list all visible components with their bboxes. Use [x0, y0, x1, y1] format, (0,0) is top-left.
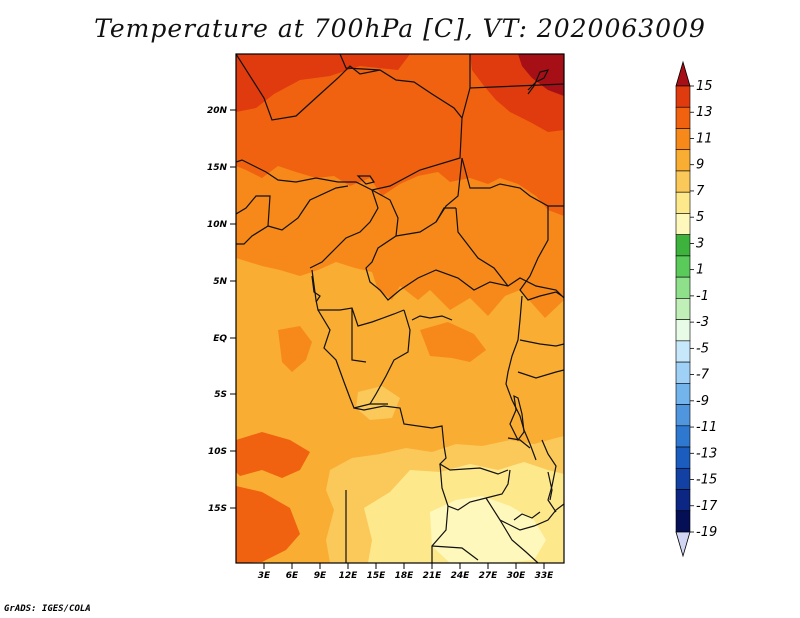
- lon-label-6e: 6E: [286, 571, 299, 581]
- lon-label-27e: 27E: [479, 571, 499, 581]
- colorbar-label: -17: [696, 499, 718, 514]
- lon-label-9e: 9E: [314, 571, 327, 581]
- map-title: Temperature at 700hPa [C], VT: 202006300…: [94, 14, 706, 43]
- colorbar-segment: [675, 446, 691, 469]
- lon-label-12e: 12E: [339, 571, 359, 581]
- colorbar-label: 13: [696, 105, 713, 120]
- colorbar-label: 9: [696, 158, 704, 173]
- field-patch-west: [278, 326, 312, 372]
- colorbar-bottom-triangle: [675, 531, 691, 558]
- lon-label-21e: 21E: [423, 571, 443, 581]
- colorbar-segment: [675, 404, 691, 427]
- colorbar-label: -11: [696, 420, 717, 435]
- lon-axis: [263, 563, 545, 569]
- lat-label-15n: 15N: [207, 163, 228, 173]
- colorbar-segment: [675, 489, 691, 512]
- colorbar-label: -1: [696, 289, 709, 304]
- colorbar-label: 1: [696, 263, 704, 278]
- colorbar-label: 3: [696, 236, 704, 251]
- colorbar-segment: [675, 191, 691, 214]
- colorbar-segment: [675, 170, 691, 193]
- colorbar-segment: [675, 276, 691, 299]
- lon-label-24e: 24E: [451, 571, 471, 581]
- field-band-15-plus: [518, 54, 564, 96]
- lat-axis: [230, 109, 236, 509]
- lon-label-18e: 18E: [395, 571, 415, 581]
- colorbar-segment: [675, 128, 691, 151]
- colorbar-label: 7: [696, 184, 705, 199]
- colorbar-labels: 15 13 11 9 7 5 3 1 -1 -3 -5 -7 -9 -11 -13 -15 -17 -19: [690, 79, 718, 540]
- colorbar-segment: [675, 106, 691, 129]
- colorbar-segment: [675, 298, 691, 320]
- grads-credit: GrADS: IGES/COLA: [4, 604, 91, 614]
- lon-label-15e: 15E: [367, 571, 387, 581]
- colorbar-segment: [675, 510, 691, 533]
- colorbar-label: -9: [696, 394, 709, 409]
- lon-label-3e: 3E: [258, 571, 271, 581]
- field-band-11-13: [236, 54, 564, 216]
- colorbar-segment: [675, 255, 691, 278]
- colorbar-segment: [675, 85, 691, 108]
- colorbar-label: -15: [696, 473, 717, 488]
- field-patch-sw: [236, 432, 310, 478]
- colorbar-top-triangle: [675, 60, 691, 87]
- colorbar-label: -19: [696, 525, 717, 540]
- lat-label-eq: EQ: [213, 334, 227, 344]
- temperature-field: [236, 54, 564, 563]
- lat-label-20n: 20N: [207, 106, 228, 116]
- lat-label-10s: 10S: [208, 447, 227, 457]
- lat-label-5n: 5N: [213, 277, 227, 287]
- lat-label-10n: 10N: [207, 220, 228, 230]
- colorbar-segment: [675, 361, 691, 384]
- field-patch-central: [420, 322, 486, 362]
- map-frame: [235, 53, 565, 564]
- colorbar-segment: [675, 149, 691, 172]
- colorbar-label: -7: [696, 368, 710, 383]
- colorbar-segment: [675, 213, 691, 235]
- colorbar-label: 11: [696, 131, 713, 146]
- field-patch-sw2: [236, 486, 300, 563]
- field-band-3-5: [430, 496, 546, 563]
- lon-label-33e: 33E: [535, 571, 555, 581]
- lon-label-30e: 30E: [507, 571, 527, 581]
- field-band-13-15: [236, 54, 410, 112]
- colorbar-segment: [675, 383, 691, 405]
- colorbar-segment: [675, 467, 691, 490]
- field-patch-central-low: [356, 386, 400, 420]
- country-borders: [236, 54, 564, 563]
- colorbar-label: -5: [696, 341, 709, 356]
- colorbar-segment: [675, 234, 691, 257]
- colorbar-segment: [675, 425, 691, 448]
- colorbar-label: -3: [696, 315, 709, 330]
- colorbar: [675, 60, 691, 558]
- lat-label-5s: 5S: [214, 390, 227, 400]
- lat-label-15s: 15S: [208, 504, 227, 514]
- colorbar-label: 15: [696, 79, 713, 94]
- colorbar-label: -13: [696, 446, 717, 461]
- colorbar-segment: [675, 319, 691, 342]
- colorbar-label: 5: [696, 210, 704, 225]
- colorbar-segment: [675, 340, 691, 363]
